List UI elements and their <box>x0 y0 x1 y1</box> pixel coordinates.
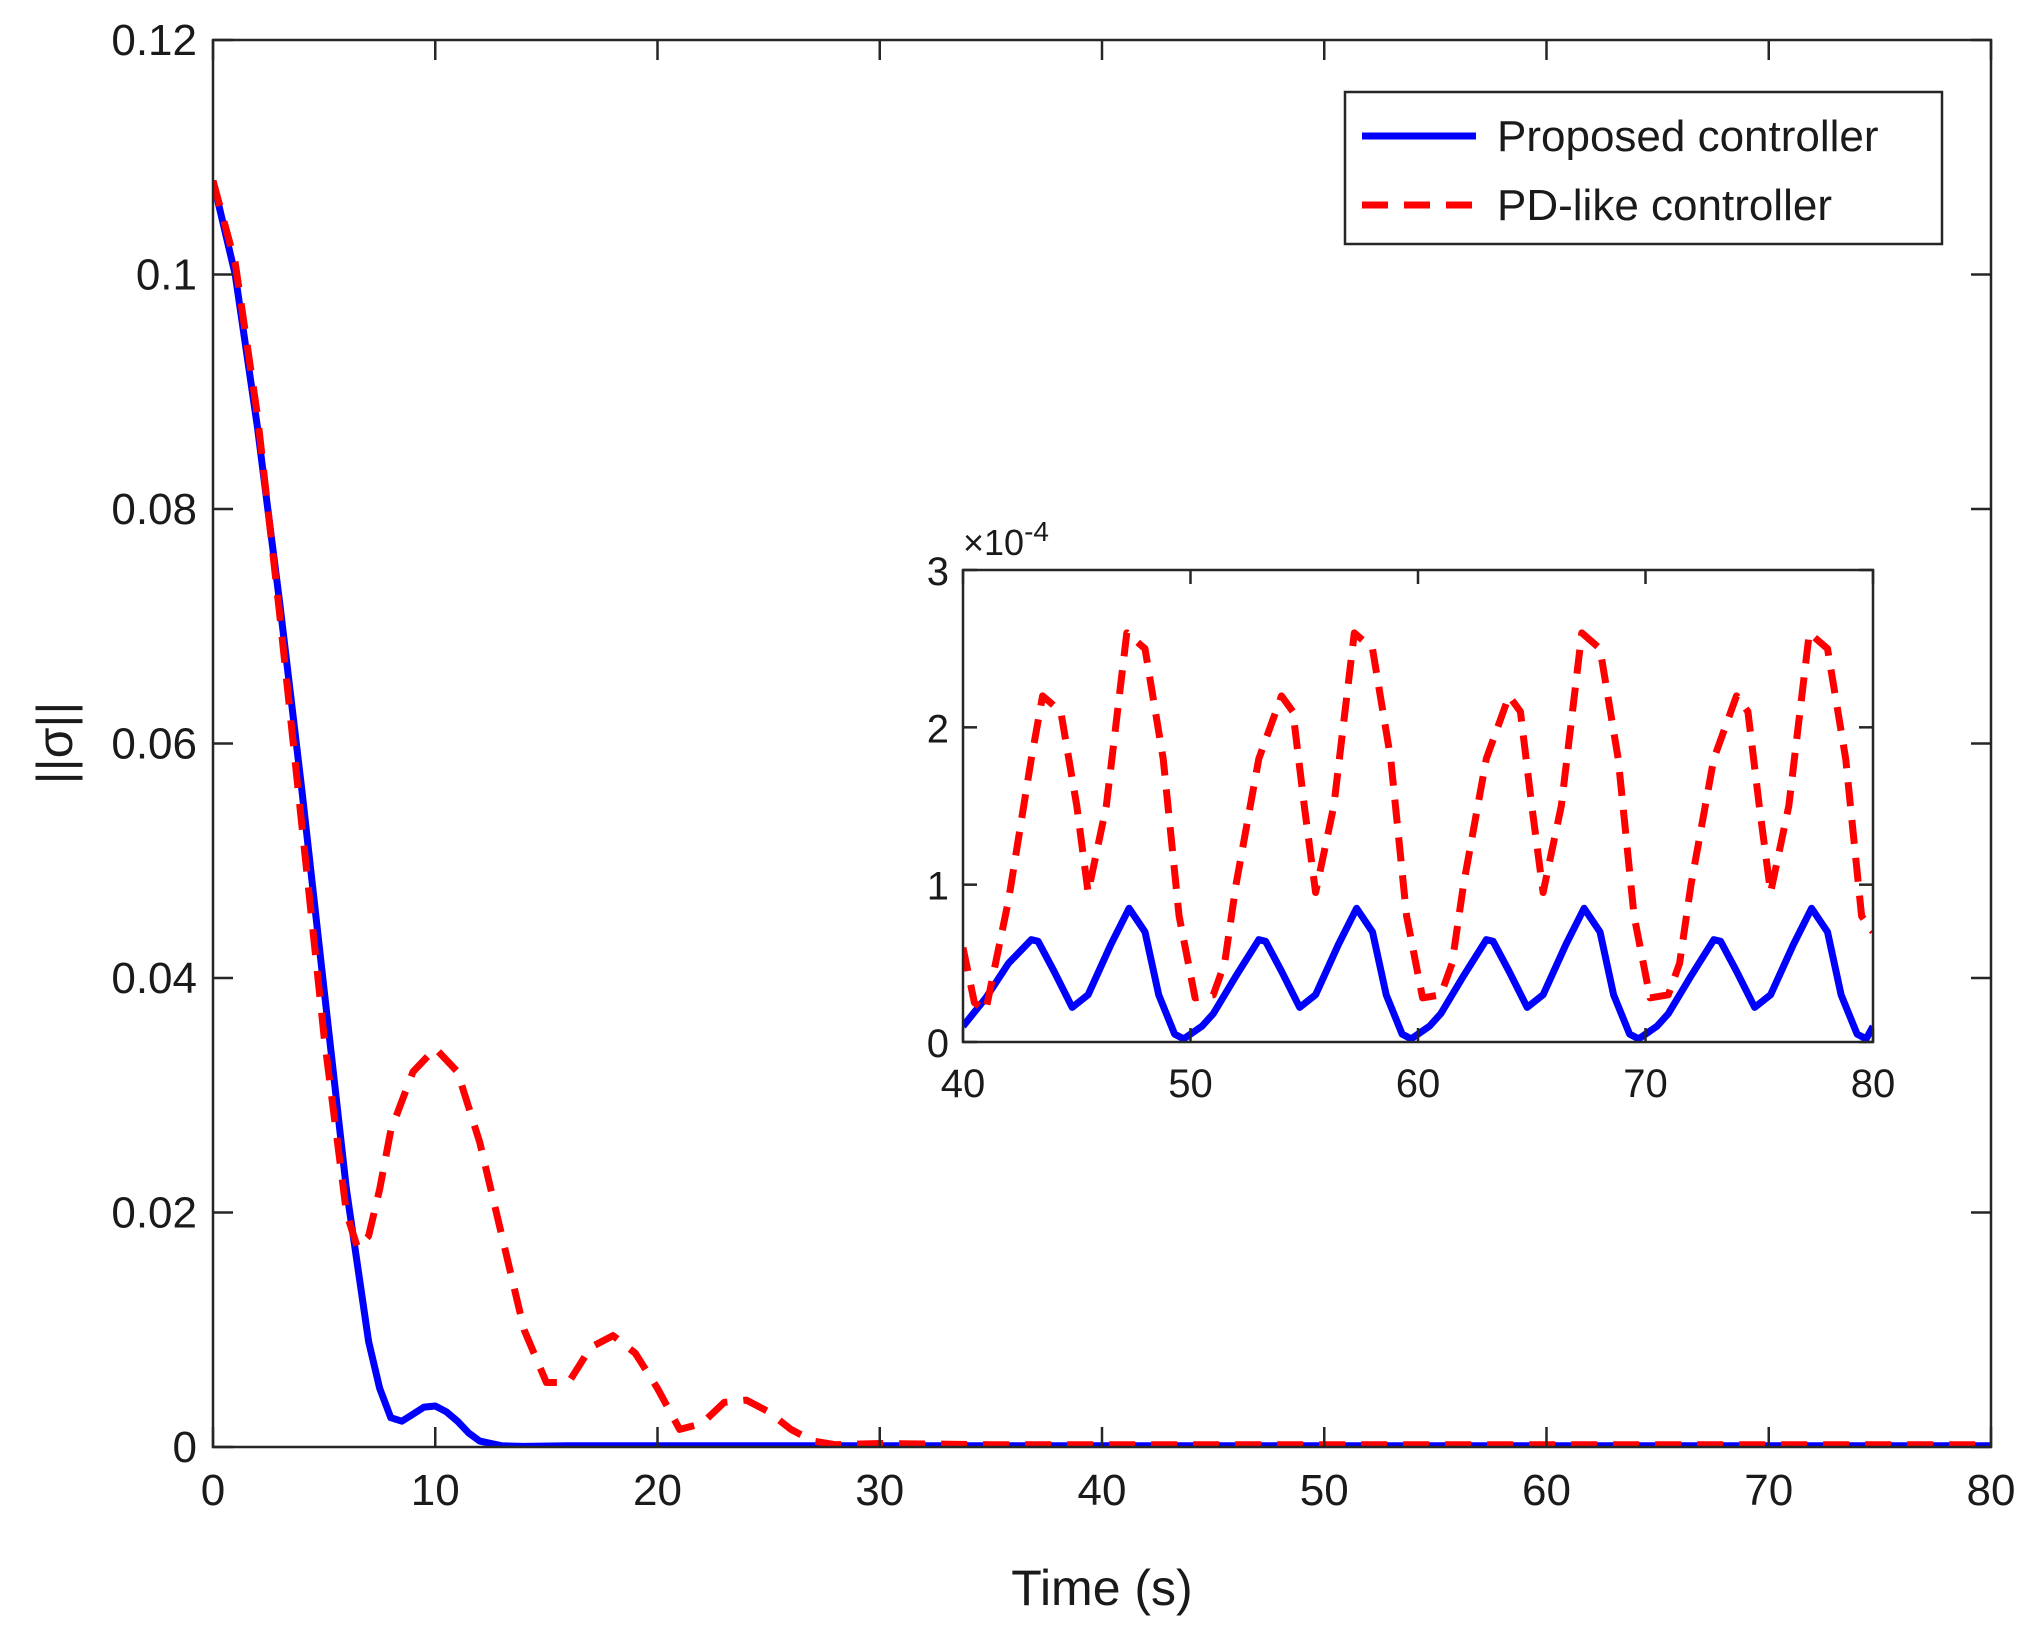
main-y-tick-label: 0.06 <box>111 720 197 769</box>
legend-label-proposed: Proposed controller <box>1497 112 1879 161</box>
main-y-tick-label: 0.12 <box>111 16 197 65</box>
inset-x-tick-label: 60 <box>1396 1062 1441 1106</box>
main-x-tick-label: 30 <box>855 1466 904 1515</box>
y-axis-label: ||σ|| <box>27 702 83 785</box>
legend: Proposed controller PD-like controller <box>1343 90 1944 246</box>
main-x-tick-label: 20 <box>633 1466 682 1515</box>
main-ticks: 0 10 20 30 40 50 60 70 8000.020.040.060.080.10.1… <box>111 16 2015 1515</box>
inset-series-pd-like-line <box>963 629 1873 1014</box>
main-series-pd-like-line <box>213 179 1991 1447</box>
inset-x-tick-label: 70 <box>1623 1062 1668 1106</box>
inset-x-tick-label: 80 <box>1851 1062 1896 1106</box>
inset-y-scale-base: ×10 <box>963 522 1024 563</box>
main-x-tick-label: 60 <box>1522 1466 1571 1515</box>
inset-plot: 40 50 60 70 80 0 1 2 3 ×10-4 <box>927 516 1896 1106</box>
main-x-tick-label: 70 <box>1744 1466 1793 1515</box>
inset-series-proposed-line <box>963 904 1873 1042</box>
main-x-tick-label: 50 <box>1300 1466 1349 1515</box>
inset-y-tick-label: 3 <box>927 550 949 594</box>
main-y-tick-label: 0.08 <box>111 485 197 534</box>
main-y-tick-label: 0.02 <box>111 1189 197 1238</box>
main-y-tick-label: 0.1 <box>136 251 197 300</box>
inset-x-tick-label: 40 <box>941 1062 986 1106</box>
inset-curves <box>963 629 1873 1042</box>
legend-label-pd-like: PD-like controller <box>1497 181 1832 230</box>
main-plot: 0 10 20 30 40 50 60 70 8000.020.040.060.080.10.1… <box>27 16 2015 1616</box>
main-y-tick-label: 0.04 <box>111 954 197 1003</box>
main-x-tick-label: 10 <box>411 1466 460 1515</box>
inset-y-tick-label: 1 <box>927 865 949 909</box>
x-axis-label: Time (s) <box>1011 1560 1192 1616</box>
main-x-tick-label: 80 <box>1967 1466 2016 1515</box>
inset-y-scale-exp: -4 <box>1024 516 1049 547</box>
inset-ticks: 40 50 60 70 80 0 1 2 3 <box>927 550 1896 1106</box>
main-y-tick-label: 0 <box>173 1423 197 1472</box>
inset-y-scale-label: ×10-4 <box>963 516 1049 563</box>
inset-x-tick-label: 50 <box>1168 1062 1213 1106</box>
legend-box <box>1343 90 1944 246</box>
main-x-tick-label: 40 <box>1078 1466 1127 1515</box>
inset-y-tick-label: 2 <box>927 707 949 751</box>
main-x-tick-label: 0 <box>201 1466 225 1515</box>
inset-y-tick-label: 0 <box>927 1022 949 1066</box>
